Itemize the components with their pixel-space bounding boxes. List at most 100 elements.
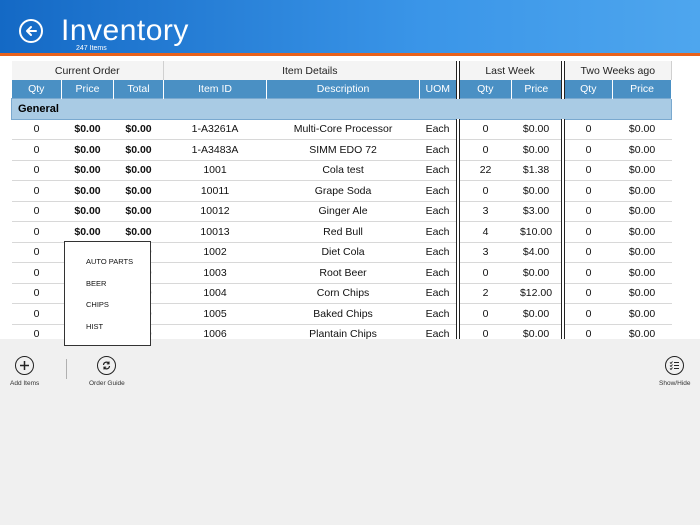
cell-two-weeks-qty: 0 (560, 160, 613, 181)
cell-qty[interactable]: 0 (11, 303, 62, 325)
cell-last-week-qty: 2 (455, 283, 512, 304)
group-item-details: Item Details (163, 61, 459, 80)
cell-qty[interactable]: 0 (11, 160, 62, 181)
col-two-weeks-price[interactable]: Price (612, 80, 673, 98)
cell-last-week-qty: 0 (455, 119, 512, 140)
cell-two-weeks-qty: 0 (560, 221, 613, 243)
cell-two-weeks-qty: 0 (560, 303, 613, 325)
col-qty[interactable]: Qty (11, 80, 62, 98)
group-last-week: Last Week (455, 61, 564, 80)
inventory-grid[interactable]: Current Order Item Details Last Week Two… (0, 56, 700, 339)
add-items-button[interactable]: Add Items (10, 356, 39, 387)
table-row[interactable]: 0 $0.00 $0.00 1001 Cola test Each 22 $1.38 0 $0.0… (11, 160, 672, 181)
cell-total: $0.00 (113, 160, 164, 181)
table-row[interactable]: 0 $0.00 $0.00 10011 Grape Soda Each 0 $0.00 0 $0.… (11, 180, 672, 202)
cell-last-week-price: $0.00 (511, 303, 563, 325)
cell-item-id: 10013 (163, 221, 267, 243)
refresh-icon (97, 356, 117, 375)
cell-last-week-price: $4.00 (511, 242, 563, 263)
cell-last-week-qty: 0 (455, 139, 512, 161)
arrow-left-icon (26, 26, 37, 36)
cell-qty[interactable]: 0 (11, 324, 62, 339)
cell-last-week-qty: 0 (455, 180, 512, 202)
cell-uom: Each (419, 139, 458, 161)
col-total[interactable]: Total (113, 80, 165, 98)
cell-two-weeks-price: $0.00 (612, 221, 672, 243)
cell-item-id: 1002 (163, 242, 267, 263)
cell-price: $0.00 (61, 221, 114, 243)
back-button[interactable] (19, 19, 43, 43)
cell-last-week-qty: 3 (455, 242, 512, 263)
cell-uom: Each (419, 119, 458, 140)
cell-description: Grape Soda (266, 180, 420, 202)
header-accent-bar (0, 53, 700, 56)
col-description[interactable]: Description (266, 80, 421, 98)
menu-item-beer[interactable]: BEER (86, 279, 107, 288)
cell-description: Plantain Chips (266, 324, 420, 339)
cell-description: Multi-Core Processor (266, 119, 420, 140)
bottom-app-bar (0, 349, 700, 525)
cell-qty[interactable]: 0 (11, 139, 62, 161)
cell-two-weeks-price: $0.00 (612, 303, 672, 325)
cell-two-weeks-qty: 0 (560, 283, 613, 304)
column-header-row: Qty Price Total Item ID Description UOM … (11, 80, 673, 98)
show-hide-label: Show/Hide (659, 380, 691, 387)
table-row[interactable]: 0 $0.00 $0.00 10013 Red Bull Each 4 $10.00 0 $0.0… (11, 221, 672, 243)
cell-uom: Each (419, 221, 458, 243)
menu-item-auto-parts[interactable]: AUTO PARTS (86, 257, 134, 266)
group-header-row: Current Order Item Details Last Week Two… (11, 61, 673, 80)
show-hide-button[interactable]: Show/Hide (659, 356, 690, 387)
cell-qty[interactable]: 0 (11, 221, 62, 243)
cell-description: Baked Chips (266, 303, 420, 325)
menu-item-hist[interactable]: HIST (86, 322, 104, 331)
col-item-id[interactable]: Item ID (163, 80, 268, 98)
col-last-week-qty[interactable]: Qty (455, 80, 513, 98)
table-row[interactable]: 0 $0.00 $0.00 1-A3483A SIMM EDO 72 Each 0 $0.00… (11, 139, 672, 161)
col-price[interactable]: Price (61, 80, 114, 98)
section-row-general[interactable]: General (10, 97, 673, 120)
cell-price: $0.00 (61, 160, 114, 181)
cell-item-id: 1005 (163, 303, 267, 325)
cell-uom: Each (419, 201, 458, 222)
cell-two-weeks-qty: 0 (560, 139, 613, 161)
cell-price: $0.00 (61, 180, 114, 202)
table-row[interactable]: 0 $0.00 $0.00 1-A3261A Multi-Core Processor E… (11, 119, 672, 140)
group-two-weeks-ago: Two Weeks ago (560, 61, 673, 80)
cell-qty[interactable]: 0 (11, 283, 62, 304)
section-label: General (10, 97, 673, 120)
cell-item-id: 1-A3261A (163, 119, 267, 140)
cell-description: Diet Cola (266, 242, 420, 263)
cell-qty[interactable]: 0 (11, 242, 62, 263)
cell-uom: Each (419, 180, 458, 202)
cell-qty[interactable]: 0 (11, 119, 62, 140)
cell-two-weeks-price: $0.00 (612, 324, 672, 339)
cell-two-weeks-qty: 0 (560, 242, 613, 263)
cell-price: $0.00 (61, 201, 114, 222)
cell-item-id: 10011 (163, 180, 267, 202)
group-current-order: Current Order (11, 61, 165, 80)
cell-two-weeks-price: $0.00 (612, 242, 672, 263)
cell-item-id: 1001 (163, 160, 267, 181)
menu-item-chips[interactable]: CHIPS (86, 300, 109, 309)
col-uom[interactable]: UOM (419, 80, 459, 98)
cell-qty[interactable]: 0 (11, 262, 62, 284)
cell-two-weeks-price: $0.00 (612, 283, 672, 304)
col-last-week-price[interactable]: Price (511, 80, 564, 98)
order-guide-button[interactable]: Order Guide (89, 356, 125, 387)
cell-two-weeks-qty: 0 (560, 262, 613, 284)
cell-last-week-price: $12.00 (511, 283, 563, 304)
appbar-separator (66, 359, 67, 379)
cell-uom: Each (419, 160, 458, 181)
cell-item-id: 10012 (163, 201, 267, 222)
cell-description: Ginger Ale (266, 201, 420, 222)
cell-qty[interactable]: 0 (11, 201, 62, 222)
col-two-weeks-qty[interactable]: Qty (560, 80, 614, 98)
cell-last-week-qty: 4 (455, 221, 512, 243)
cell-last-week-price: $0.00 (511, 180, 563, 202)
cell-item-id: 1003 (163, 262, 267, 284)
cell-qty[interactable]: 0 (11, 180, 62, 202)
table-row[interactable]: 0 $0.00 $0.00 10012 Ginger Ale Each 3 $3.00 0 $0.… (11, 201, 672, 222)
cell-description: Red Bull (266, 221, 420, 243)
